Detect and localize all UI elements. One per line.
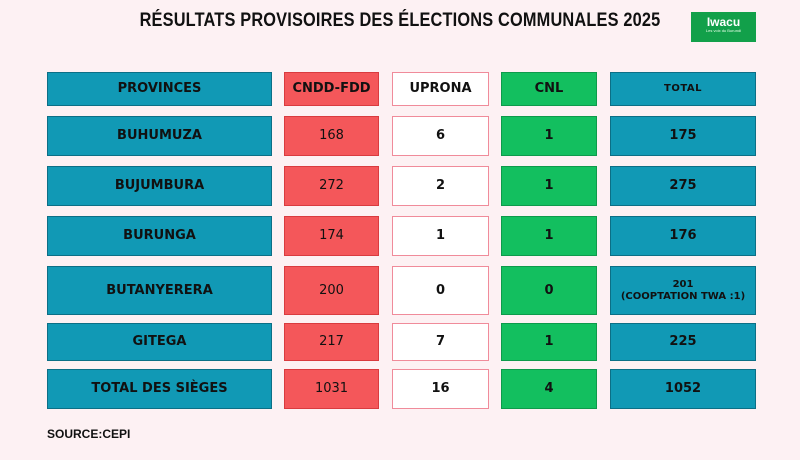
- row-cnl: 1: [501, 216, 597, 256]
- row-uprona: 2: [392, 166, 489, 206]
- header-uprona: UPRONA: [392, 72, 489, 106]
- row-province: BUJUMBURA: [47, 166, 272, 206]
- header-cndd-fdd: CNDD-FDD: [284, 72, 379, 106]
- row-cnl: 1: [501, 166, 597, 206]
- header-cnl: CNL: [501, 72, 597, 106]
- logo-word: Iwacu: [706, 15, 741, 29]
- row-total: 1052: [610, 369, 756, 409]
- header-provinces: PROVINCES: [47, 72, 272, 106]
- row-total-value: 201: [672, 278, 694, 290]
- row-province: BUTANYERERA: [47, 266, 272, 315]
- row-cndd-fdd: 1031: [284, 369, 379, 409]
- row-cnl: 1: [501, 323, 597, 361]
- row-cnl: 0: [501, 266, 597, 315]
- row-cndd-fdd: 174: [284, 216, 379, 256]
- row-total: 275: [610, 166, 756, 206]
- header-total: TOTAL: [610, 72, 756, 106]
- iwacu-logo: Iwacu Les voix du Burundi: [691, 12, 756, 42]
- row-total: 225: [610, 323, 756, 361]
- row-cndd-fdd: 200: [284, 266, 379, 315]
- row-cndd-fdd: 272: [284, 166, 379, 206]
- row-province: GITEGA: [47, 323, 272, 361]
- row-cndd-fdd: 217: [284, 323, 379, 361]
- row-province: BURUNGA: [47, 216, 272, 256]
- row-total: 175: [610, 116, 756, 156]
- row-total-note: (COOPTATION TWA :1): [620, 290, 746, 302]
- row-uprona: 6: [392, 116, 489, 156]
- source-note: SOURCE:CEPI: [47, 427, 131, 441]
- row-uprona: 1: [392, 216, 489, 256]
- row-uprona: 16: [392, 369, 489, 409]
- row-province: BUHUMUZA: [47, 116, 272, 156]
- row-total: 201 (COOPTATION TWA :1): [610, 266, 756, 315]
- row-total: 176: [610, 216, 756, 256]
- row-cnl: 1: [501, 116, 597, 156]
- row-province: TOTAL DES SIÈGES: [47, 369, 272, 409]
- page-title: RÉSULTATS PROVISOIRES DES ÉLECTIONS COMM…: [139, 10, 661, 31]
- row-uprona: 0: [392, 266, 489, 315]
- row-cndd-fdd: 168: [284, 116, 379, 156]
- row-uprona: 7: [392, 323, 489, 361]
- row-cnl: 4: [501, 369, 597, 409]
- logo-tagline: Les voix du Burundi: [705, 28, 742, 33]
